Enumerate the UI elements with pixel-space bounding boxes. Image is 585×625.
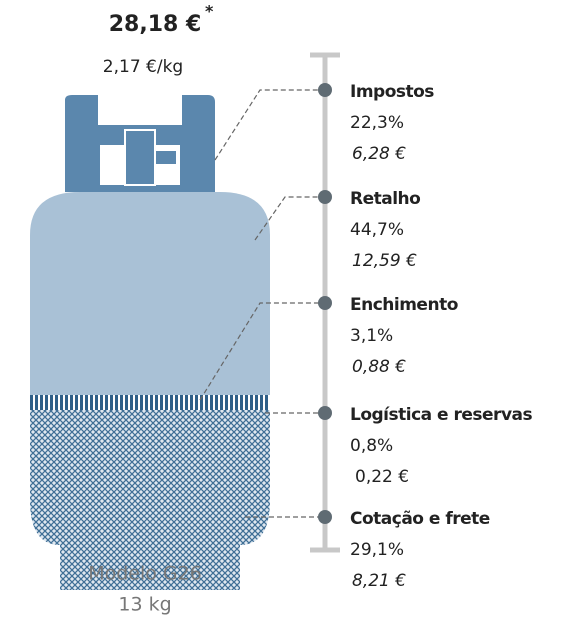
item-percent: 44,7% (350, 220, 404, 240)
scale-dot (318, 83, 332, 97)
item-name: Retalho (350, 189, 420, 209)
model: Modelo G26 (88, 563, 202, 585)
item-percent: 29,1% (350, 540, 404, 560)
item-percent: 3,1% (350, 326, 393, 346)
item-percent: 0,8% (350, 436, 393, 456)
scale-dot (318, 510, 332, 524)
weight: 13 kg (118, 594, 171, 616)
cylinder (30, 95, 270, 590)
item-amount: 0,22 € (355, 467, 409, 487)
item-amount: 6,28 € (352, 144, 406, 164)
price-per-kg: 2,17 €/kg (103, 57, 183, 77)
scale-dot (318, 190, 332, 204)
scale-dot (318, 406, 332, 420)
scale-dot (318, 296, 332, 310)
infographic: 28,18 € * 2,17 €/kg Impostos 22,3% 6,28 € R… (0, 0, 585, 621)
item-name: Cotação e frete (350, 509, 490, 529)
item-percent: 22,3% (350, 113, 404, 133)
item-amount: 12,59 € (352, 251, 417, 271)
item-name: Enchimento (350, 295, 458, 315)
price: 28,18 € (109, 12, 202, 37)
item-amount: 0,88 € (352, 357, 406, 377)
price-note: * (205, 2, 214, 21)
leader-line (215, 90, 322, 160)
item-name: Logística e reservas (350, 405, 532, 425)
item-name: Impostos (350, 82, 434, 102)
item-amount: 8,21 € (352, 571, 406, 591)
